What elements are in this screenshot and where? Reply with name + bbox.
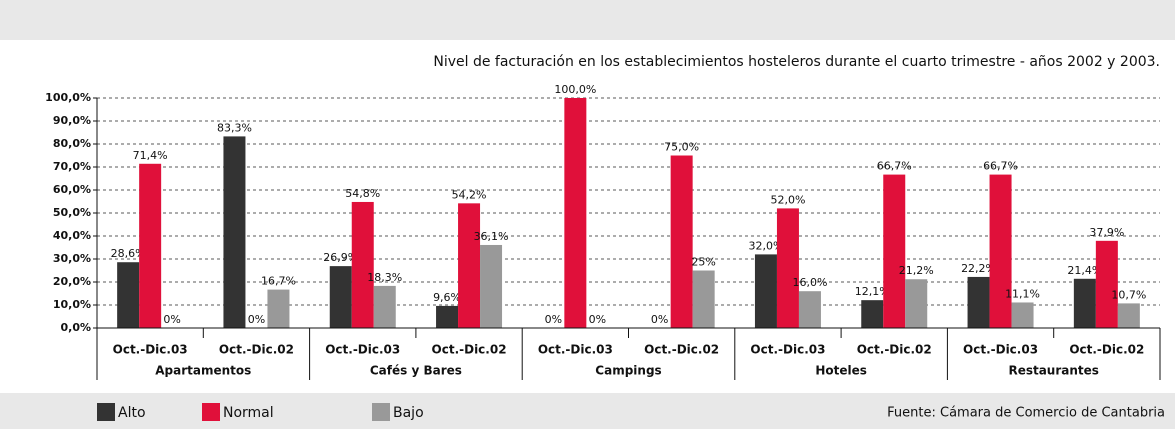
bar [329, 266, 352, 328]
y-tick-label: 30,0% [53, 252, 91, 265]
bar [989, 174, 1012, 328]
bar [564, 98, 587, 328]
bar [480, 244, 503, 328]
value-label: 11,1% [1005, 287, 1040, 300]
x-tick-label: Oct.-Dic.02 [1069, 343, 1144, 357]
value-label: 22,2% [961, 262, 996, 275]
bar [223, 136, 246, 328]
legend-label: Normal [223, 405, 274, 421]
value-label: 10,7% [1111, 288, 1146, 301]
x-tick-label: Oct.-Dic.02 [219, 343, 294, 357]
legend-swatch [97, 403, 115, 421]
value-label: 52,0% [770, 193, 805, 206]
legend-swatch [202, 403, 220, 421]
value-label: 54,8% [345, 187, 380, 200]
bar [692, 270, 715, 328]
y-tick-label: 80,0% [53, 137, 91, 150]
value-label: 83,3% [217, 121, 252, 134]
source: Fuente: Cámara de Comercio de Cantabria [887, 406, 1165, 421]
group-label: Apartamentos [155, 364, 251, 378]
x-tick-label: Oct.-Dic.02 [644, 343, 719, 357]
value-label: 0% [545, 313, 562, 326]
value-label: 66,7% [983, 160, 1018, 173]
value-label: 9,6% [433, 291, 461, 304]
legend-swatch [372, 403, 390, 421]
legend-label: Bajo [393, 405, 424, 421]
value-label: 36,1% [474, 230, 509, 243]
value-label: 66,7% [877, 160, 912, 173]
bar [798, 291, 821, 328]
x-tick-label: Oct.-Dic.02 [432, 343, 507, 357]
bar [905, 279, 928, 328]
group-label: Cafés y Bares [370, 364, 462, 378]
bar [776, 208, 799, 328]
y-tick-label: 60,0% [53, 183, 91, 196]
group-label: Campings [595, 364, 661, 378]
bar [754, 254, 777, 328]
value-label: 26,9% [323, 251, 358, 264]
value-label: 37,9% [1089, 226, 1124, 239]
bar [139, 163, 162, 328]
value-label: 54,2% [452, 188, 487, 201]
bar [267, 289, 290, 328]
bar [967, 276, 990, 328]
bar [436, 305, 459, 328]
group-label: Hoteles [815, 364, 867, 378]
value-label: 0% [589, 313, 606, 326]
bar [373, 285, 396, 328]
value-label: 21,2% [899, 264, 934, 277]
y-tick-label: 100,0% [45, 91, 91, 104]
value-label: 25% [691, 256, 715, 269]
value-label: 71,4% [133, 149, 168, 162]
value-label: 0% [651, 313, 668, 326]
bar [861, 300, 884, 328]
bar [1095, 240, 1118, 328]
plot-panel [0, 40, 1175, 393]
bar [883, 174, 906, 328]
y-tick-label: 70,0% [53, 160, 91, 173]
y-tick-label: 90,0% [53, 114, 91, 127]
y-tick-label: 50,0% [53, 206, 91, 219]
bar [351, 201, 374, 328]
bar [1011, 302, 1034, 328]
bar [458, 203, 481, 328]
value-label: 75,0% [664, 141, 699, 154]
bar [1117, 303, 1140, 328]
x-tick-label: Oct.-Dic.03 [113, 343, 188, 357]
y-tick-label: 40,0% [53, 229, 91, 242]
chart-title: Nivel de facturación en los establecimie… [433, 54, 1160, 70]
x-tick-label: Oct.-Dic.02 [857, 343, 932, 357]
bar [117, 262, 140, 328]
y-tick-label: 0,0% [60, 321, 91, 334]
x-tick-label: Oct.-Dic.03 [325, 343, 400, 357]
bar [1073, 278, 1096, 328]
value-label: 32,0% [748, 239, 783, 252]
x-tick-label: Oct.-Dic.03 [538, 343, 613, 357]
y-tick-label: 20,0% [53, 275, 91, 288]
value-label: 21,4% [1067, 264, 1102, 277]
value-label: 16,7% [261, 275, 296, 288]
value-label: 0% [248, 313, 265, 326]
group-label: Restaurantes [1008, 364, 1098, 378]
value-label: 28,6% [111, 247, 146, 260]
y-tick-label: 10,0% [53, 298, 91, 311]
value-label: 16,0% [792, 276, 827, 289]
value-label: 18,3% [367, 271, 402, 284]
value-label: 100,0% [554, 83, 596, 96]
x-tick-label: Oct.-Dic.03 [963, 343, 1038, 357]
bar [670, 155, 693, 328]
value-label: 0% [163, 313, 180, 326]
legend-label: Alto [118, 405, 146, 421]
value-label: 12,1% [855, 285, 890, 298]
x-tick-label: Oct.-Dic.03 [750, 343, 825, 357]
